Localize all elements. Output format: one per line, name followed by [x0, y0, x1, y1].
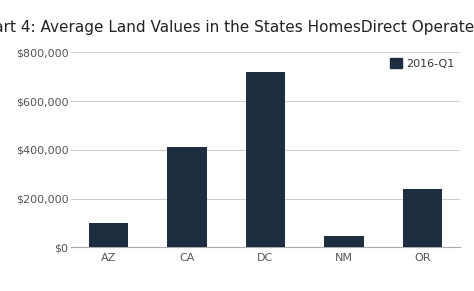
Bar: [246, 72, 285, 247]
Text: Chart 4: Average Land Values in the States HomesDirect Operates in: Chart 4: Average Land Values in the Stat…: [0, 20, 474, 36]
Bar: [324, 236, 364, 247]
Bar: [89, 223, 128, 247]
Bar: [403, 189, 442, 247]
Legend: 2016-Q1: 2016-Q1: [391, 58, 454, 69]
Bar: [167, 148, 207, 247]
